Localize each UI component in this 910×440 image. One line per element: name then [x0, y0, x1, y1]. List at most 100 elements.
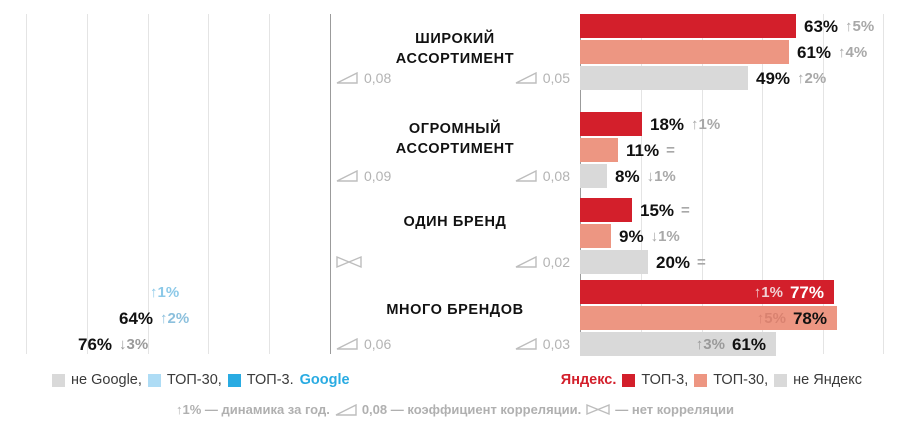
correlation-value: 0,06 — [364, 336, 392, 352]
correlation-value: 0,05 — [542, 70, 570, 86]
footnote-part-correlation: 0,08 — коэффициент корреляции. — [361, 402, 582, 417]
bar-yandex-top30-0[interactable] — [580, 40, 789, 64]
bar-group-right-3: ↑1% 77% ↑5% 78% ↑3% 61% — [515, 280, 910, 358]
bar-row-google-top30-0: ↑3% 55% — [0, 40, 340, 64]
gridline-80-right — [883, 14, 884, 354]
bar-yandex-other-0[interactable] — [580, 66, 748, 90]
bar-label-yandex-top3-0: 63% ↑5% — [796, 14, 874, 38]
gridline-40 — [208, 14, 209, 354]
category-label-2: ОДИН БРЕНД — [340, 213, 570, 233]
bar-yandex-top3-0[interactable] — [580, 14, 796, 38]
bar-value: 20% — [656, 252, 691, 272]
legend-swatch-top30-yandex — [694, 373, 708, 387]
footnote: ↑1% — динамика за год. 0,08 — коэффициен… — [0, 402, 910, 417]
bar-row-yandex-top3-0: 63% ↑5% — [570, 14, 910, 38]
bar-row-yandex-other-0: 49% ↑2% — [570, 66, 910, 90]
bar-yandex-top3-1[interactable] — [580, 112, 642, 136]
bar-row-google-top30-1: ↓1% 10% — [0, 138, 340, 162]
legend-label-top30-yandex: ТОП-30, — [713, 372, 769, 388]
bar-value: 61% — [797, 42, 832, 62]
delta-value: = — [681, 201, 690, 219]
legend-label-not-yandex: не Яндекс — [793, 372, 862, 388]
gridline-70-right — [823, 14, 824, 354]
delta-value: ↑2% — [160, 309, 190, 327]
legend-swatch-top3-yandex — [622, 373, 636, 387]
correlation-triangle-icon — [515, 338, 537, 350]
bar-label-google-top30-3: 64% ↑2% — [119, 306, 189, 330]
bar-label-yandex-other-3: ↑3% 61% — [696, 332, 766, 356]
bar-label-google-top3-3: 67% ↑1% — [109, 280, 179, 304]
correlation-triangle-icon — [336, 170, 358, 182]
bar-yandex-top3-3[interactable] — [580, 280, 834, 304]
bar-label-yandex-top30-0: 61% ↑4% — [789, 40, 867, 64]
bar-row-google-top30-2: ↑1% 20% — [0, 224, 340, 248]
bar-group-left-1: ↑2% 19% ↓1% 10% = 10% — [0, 112, 391, 190]
correlation-mark-right-1: 0,08 — [515, 164, 570, 188]
bar-row-google-other-3: 76% ↓3% — [0, 332, 340, 356]
legend-swatch-top30 — [147, 373, 161, 387]
bar-row-google-top30-3: 64% ↑2% — [0, 306, 340, 330]
correlation-value: 0,02 — [542, 254, 570, 270]
bar-value: 18% — [650, 114, 685, 134]
delta-value: ↑1% — [753, 283, 783, 301]
correlation-value: 0,08 — [364, 70, 392, 86]
bar-yandex-top30-1[interactable] — [580, 138, 618, 162]
delta-value: = — [697, 253, 706, 271]
legend-brand-google: Google — [299, 372, 350, 388]
bar-label-yandex-top30-2: 9% ↓1% — [611, 224, 680, 248]
category-label-0: ШИРОКИЙ АССОРТИМЕНТ — [340, 30, 570, 69]
correlation-triangle-icon — [515, 170, 537, 182]
bar-row-google-top3-0: ↑1% 61% — [0, 14, 340, 38]
bar-row-yandex-top3-3: ↑1% 77% — [570, 280, 910, 304]
bar-label-yandex-top3-3: ↑1% 77% — [754, 280, 824, 304]
delta-value: ↓3% — [119, 335, 149, 353]
correlation-triangle-icon — [336, 338, 358, 350]
bar-row-yandex-top30-0: 61% ↑4% — [570, 40, 910, 64]
bar-value: 77% — [789, 282, 824, 302]
bar-row-google-top3-3: 67% ↑1% — [0, 280, 340, 304]
gridline-20-right — [641, 14, 642, 354]
legend-brand-yandex: Яндекс. — [560, 372, 617, 388]
correlation-triangle-icon — [515, 72, 537, 84]
bar-group-right-1: 18% ↑1% 11% = 8% ↓1% — [515, 112, 910, 190]
bar-label-yandex-top3-2: 15% = — [632, 198, 690, 222]
bar-value: 64% — [119, 308, 154, 328]
bar-value: 67% — [109, 282, 144, 302]
bar-value: 11% — [626, 140, 660, 160]
bar-row-yandex-top30-2: 9% ↓1% — [570, 224, 910, 248]
legend-label-not-google: не Google, — [71, 372, 142, 388]
correlation-value: 0,03 — [542, 336, 570, 352]
bar-row-yandex-other-3: ↑3% 61% — [570, 332, 910, 356]
gridline-80 — [26, 14, 27, 354]
bar-yandex-top30-3[interactable] — [580, 306, 837, 330]
legend-label-top3-yandex: ТОП-3, — [641, 372, 689, 388]
bar-value: 9% — [619, 226, 644, 246]
bar-group-right-2: 15% = 9% ↓1% 20% = — [515, 198, 910, 276]
delta-value: ↑5% — [756, 309, 786, 327]
legend-swatch-top3 — [227, 373, 241, 387]
axis-zero-line-left — [330, 14, 331, 354]
no-correlation-bowtie-icon — [586, 403, 610, 416]
gridline-20 — [269, 14, 270, 354]
bar-yandex-other-3[interactable] — [580, 332, 776, 356]
bar-yandex-other-2[interactable] — [580, 250, 648, 274]
no-correlation-bowtie-icon — [336, 255, 362, 269]
bar-yandex-top3-2[interactable] — [580, 198, 632, 222]
bar-label-yandex-top3-1: 18% ↑1% — [642, 112, 720, 136]
correlation-mark-left-3: 0,06 — [336, 332, 391, 356]
delta-value: ↓1% — [646, 167, 676, 185]
bar-value: 15% — [640, 200, 675, 220]
bar-value: 76% — [78, 334, 113, 354]
bar-yandex-other-1[interactable] — [580, 164, 607, 188]
bar-value: 78% — [792, 308, 827, 328]
legend-swatch-not-google — [52, 373, 65, 387]
bar-label-yandex-other-2: 20% = — [648, 250, 706, 274]
delta-value: ↑2% — [797, 69, 827, 87]
panel-google: ↑1% 61% ↑3% 55% ↓1% 54% — [0, 0, 391, 365]
bar-yandex-top30-2[interactable] — [580, 224, 611, 248]
bar-value: 49% — [756, 68, 791, 88]
bar-value: 63% — [804, 16, 839, 36]
bar-group-left-2: ↑2% 20% ↑1% 20% = 9% — [0, 198, 362, 276]
bar-row-yandex-other-2: 20% = — [570, 250, 910, 274]
